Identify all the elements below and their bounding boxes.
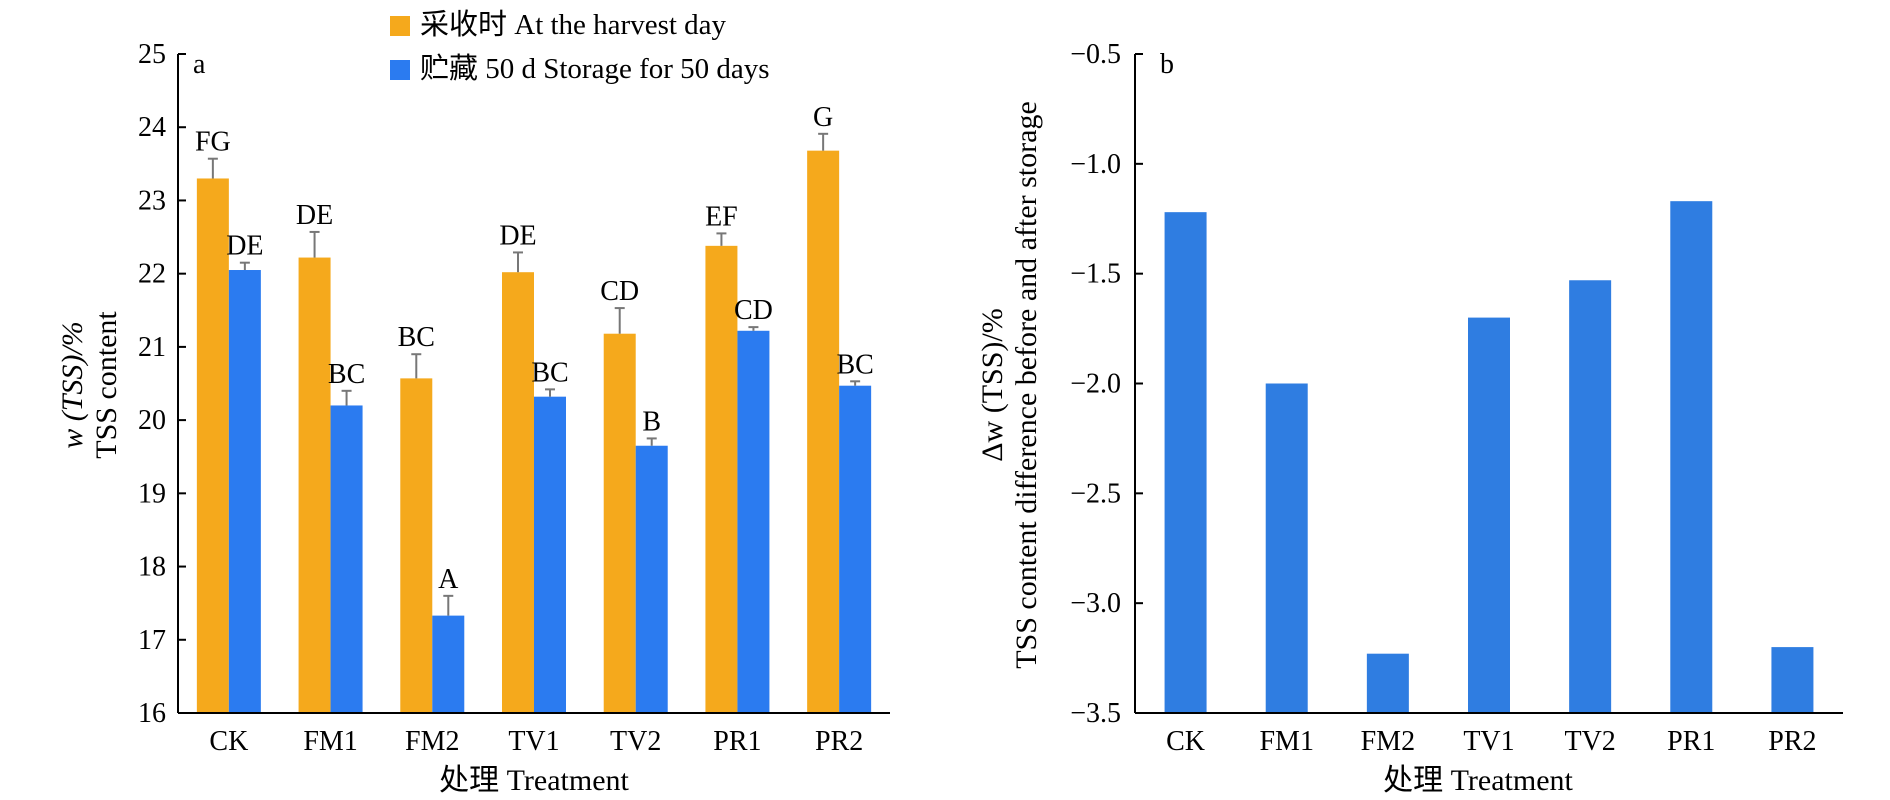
bar-storage-TV1 bbox=[534, 396, 566, 713]
significance-letter: BC bbox=[531, 357, 568, 388]
y-tick-label: 18 bbox=[138, 552, 166, 583]
bar-harvest-FM2 bbox=[400, 378, 433, 713]
x-axis-label: 处理 Treatment bbox=[439, 764, 629, 797]
x-tick-label: FM1 bbox=[1259, 726, 1313, 757]
panel-label: b bbox=[1160, 49, 1174, 80]
significance-letter: CD bbox=[600, 276, 639, 307]
x-tick-label: PR2 bbox=[1768, 726, 1816, 757]
bar-difference-PR2 bbox=[1771, 647, 1814, 713]
y-tick-label: −2.0 bbox=[1070, 369, 1121, 400]
significance-letter: B bbox=[642, 406, 661, 437]
bar-storage-PR1 bbox=[737, 330, 770, 713]
bar-difference-TV2 bbox=[1569, 280, 1612, 713]
y-tick-label: 19 bbox=[138, 478, 166, 509]
bar-storage-FM2 bbox=[432, 615, 465, 713]
bar-storage-TV2 bbox=[635, 445, 668, 713]
x-tick-label: CK bbox=[1166, 726, 1205, 757]
x-tick-label: FM1 bbox=[303, 726, 357, 757]
y-tick-label: −2.5 bbox=[1070, 478, 1121, 509]
x-tick-label: FM2 bbox=[1361, 726, 1415, 757]
bar-difference-CK bbox=[1164, 212, 1207, 713]
y-tick-label: −1.5 bbox=[1070, 259, 1121, 290]
legend-swatch-0 bbox=[390, 16, 410, 36]
y-axis-label-line1: Δw (TSS)/% bbox=[976, 308, 1009, 461]
bar-difference-PR1 bbox=[1670, 201, 1713, 713]
x-tick-label: TV1 bbox=[508, 726, 559, 757]
significance-letter: A bbox=[438, 564, 459, 595]
bar-harvest-TV1 bbox=[502, 272, 534, 713]
y-tick-label: −1.0 bbox=[1070, 149, 1121, 180]
y-tick-label: 24 bbox=[138, 112, 166, 143]
y-axis-label-group: Δw (TSS)/% TSS content difference before … bbox=[976, 101, 1043, 669]
bar-difference-FM2 bbox=[1366, 653, 1409, 713]
panel-label: a bbox=[193, 49, 206, 80]
panel-a: FG DE BC DE CD EF G DE BC A BC B CD BC 16 17 18 19 20 21 22 2… bbox=[56, 8, 890, 797]
x-tick-label: PR1 bbox=[713, 726, 761, 757]
x-axis-label: 处理 Treatment bbox=[1383, 764, 1573, 797]
y-tick-label: 16 bbox=[138, 698, 166, 729]
bar-harvest-PR2 bbox=[807, 150, 840, 714]
y-axis-label-line1: w (TSS)/% bbox=[56, 321, 89, 449]
y-tick-label: 17 bbox=[138, 625, 166, 656]
significance-letter: CD bbox=[734, 295, 773, 326]
y-tick-label: 23 bbox=[138, 185, 166, 216]
x-tick-label: TV2 bbox=[1564, 726, 1615, 757]
significance-letter: DE bbox=[226, 231, 263, 262]
x-tick-label: CK bbox=[209, 726, 248, 757]
bar-harvest-CK bbox=[196, 178, 229, 713]
legend-label-0: 采收时 At the harvest day bbox=[420, 8, 727, 41]
y-tick-label: 21 bbox=[138, 332, 166, 363]
panel-b: −0.5 −1.0 −1.5 −2.0 −2.5 −3.0 −3.5 CK FM1 FM2 TV1 T… bbox=[976, 39, 1843, 797]
bar-harvest-PR1 bbox=[705, 245, 738, 713]
bar-storage-FM1 bbox=[330, 405, 363, 713]
significance-letter: EF bbox=[705, 201, 738, 232]
legend: 采收时 At the harvest day 贮藏 50 d Storage fo… bbox=[390, 8, 770, 85]
y-tick-label: 25 bbox=[138, 39, 166, 70]
x-tick-label: TV2 bbox=[610, 726, 661, 757]
x-tick-label: PR1 bbox=[1667, 726, 1715, 757]
significance-letter: BC bbox=[328, 359, 365, 390]
y-tick-label: −3.0 bbox=[1070, 588, 1121, 619]
y-tick-label: 22 bbox=[138, 259, 166, 290]
bar-harvest-TV2 bbox=[603, 333, 636, 713]
bar-harvest-FM1 bbox=[298, 257, 331, 713]
y-tick-label: −3.5 bbox=[1070, 698, 1121, 729]
legend-label-1: 贮藏 50 d Storage for 50 days bbox=[420, 52, 770, 85]
bar-difference-TV1 bbox=[1468, 317, 1510, 713]
bar-storage-CK bbox=[228, 270, 261, 713]
bar-difference-FM1 bbox=[1265, 383, 1308, 713]
y-axis-label-line2: TSS content difference before and after … bbox=[1010, 101, 1043, 669]
significance-letter: DE bbox=[296, 200, 333, 231]
significance-letter: BC bbox=[836, 349, 873, 380]
significance-letter: BC bbox=[398, 322, 435, 353]
y-tick-label: 20 bbox=[138, 405, 166, 436]
y-axis-label-group: w (TSS)/% TSS content bbox=[56, 311, 123, 459]
bar-storage-PR2 bbox=[839, 385, 872, 713]
y-axis-label-line2: TSS content bbox=[90, 311, 123, 459]
significance-letter: G bbox=[813, 102, 833, 133]
x-tick-label: PR2 bbox=[815, 726, 863, 757]
significance-letter: FG bbox=[195, 127, 231, 158]
y-tick-label: −0.5 bbox=[1070, 39, 1121, 70]
significance-letter: DE bbox=[499, 220, 536, 251]
x-tick-label: FM2 bbox=[405, 726, 459, 757]
legend-swatch-1 bbox=[390, 60, 410, 80]
x-tick-label: TV1 bbox=[1463, 726, 1514, 757]
